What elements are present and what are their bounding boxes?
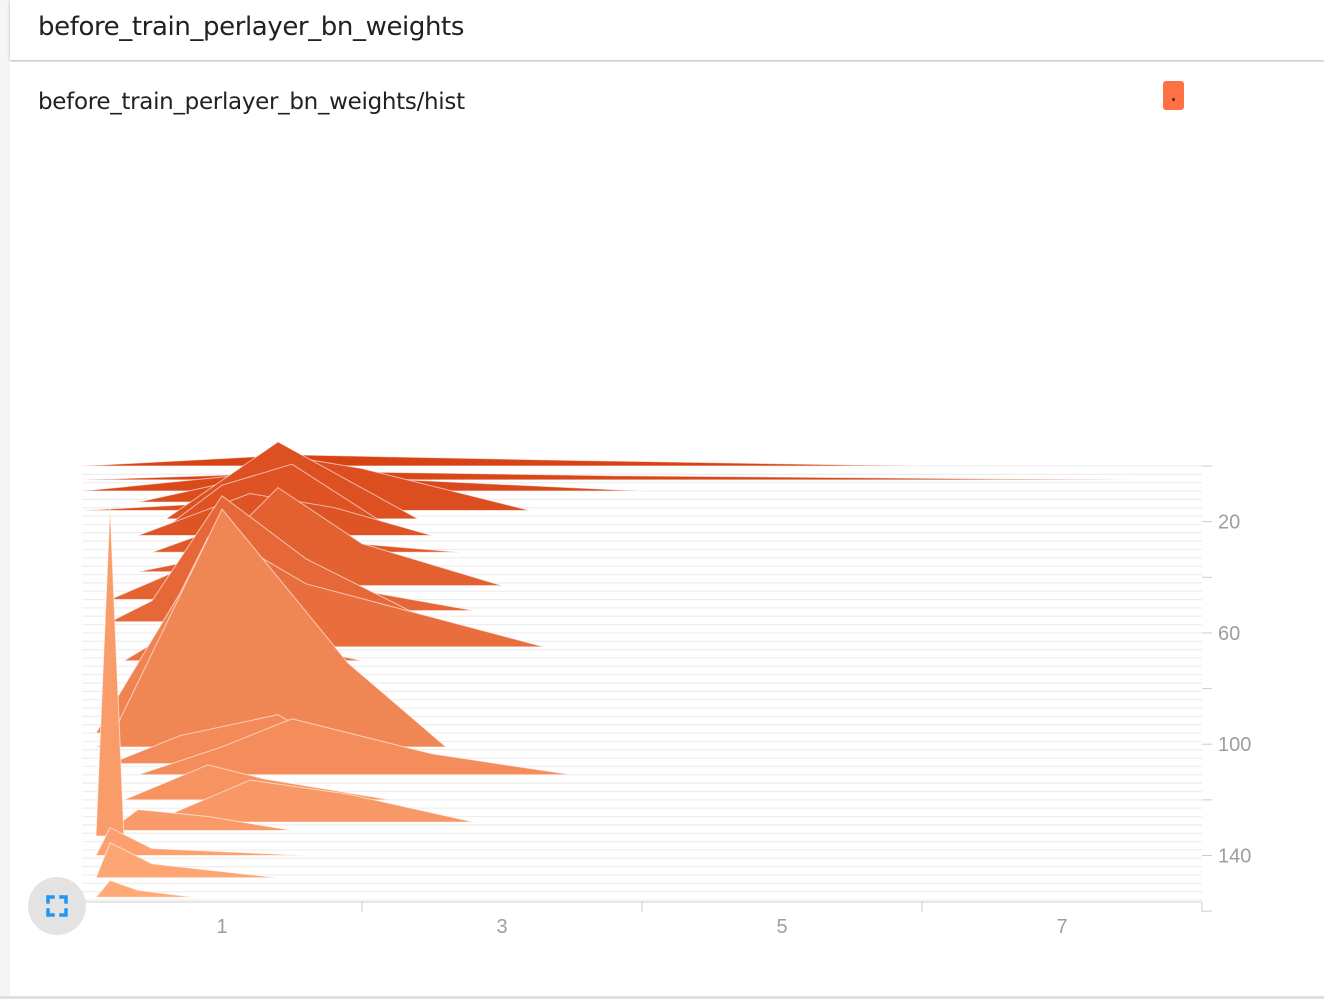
distribution-step-0 <box>81 454 923 467</box>
distribution-step-133 <box>95 506 131 837</box>
step-axis: 20 60 100 140 <box>1202 465 1251 912</box>
x-axis: 1 3 5 7 <box>81 901 1203 938</box>
step-tick-label: 60 <box>1218 623 1240 645</box>
distribution-step-128 <box>151 779 475 823</box>
distributions <box>81 441 1133 898</box>
distribution-step-140 <box>95 826 307 856</box>
section-title: before_train_perlayer_bn_weights <box>38 12 465 42</box>
section-header: before_train_perlayer_bn_weights <box>10 0 1324 60</box>
distribution-step-131 <box>108 808 293 831</box>
card-title: before_train_perlayer_bn_weights/hist <box>38 89 465 115</box>
step-tick-label: 100 <box>1218 734 1251 756</box>
x-tick-label: 1 <box>216 916 227 938</box>
run-color-chip[interactable] <box>1163 81 1184 110</box>
run-chip-dot <box>1172 98 1175 101</box>
x-tick-label: 7 <box>1056 916 1067 938</box>
x-tick-label: 3 <box>496 916 507 938</box>
distribution-step-111 <box>137 718 573 776</box>
x-tick-label: 5 <box>776 916 787 938</box>
distribution-step-148 <box>95 842 279 879</box>
step-tick-label: 140 <box>1218 845 1251 867</box>
expand-button[interactable] <box>28 877 86 935</box>
distribution-step-155 <box>94 879 195 898</box>
fullscreen-icon <box>46 895 68 917</box>
step-tick-label: 20 <box>1218 512 1240 534</box>
bottom-divider <box>0 996 1324 999</box>
